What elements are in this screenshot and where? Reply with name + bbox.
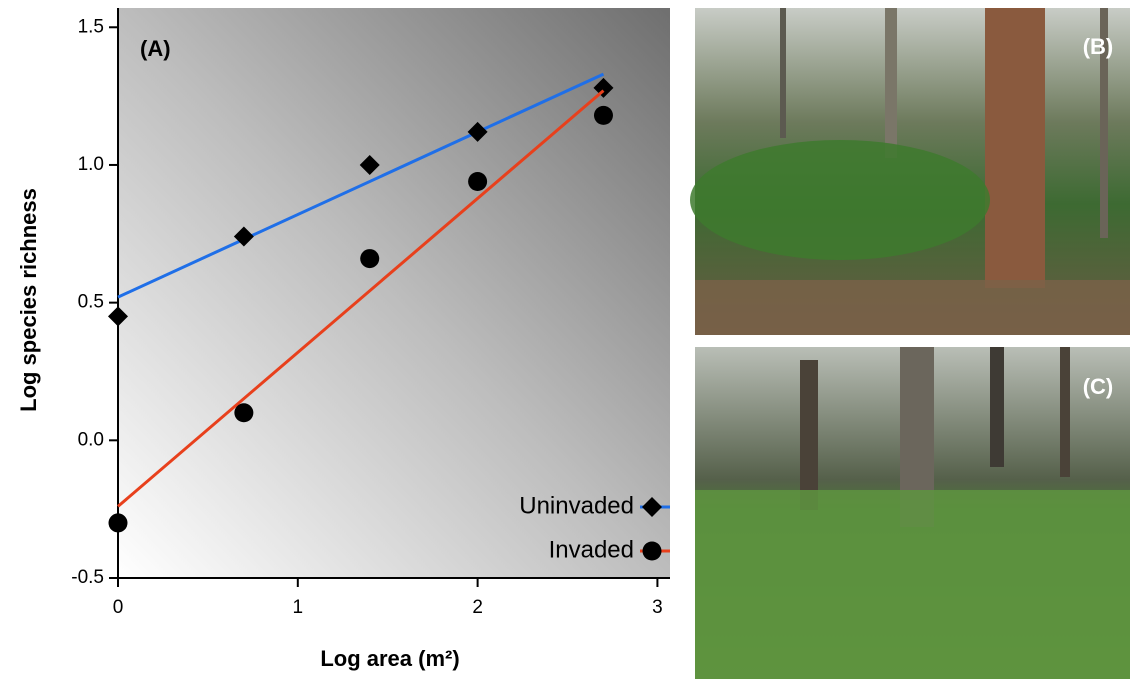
y-tick-label: 0.5 (78, 292, 104, 313)
circle-marker (108, 513, 128, 533)
x-tick-label: 3 (652, 597, 663, 618)
diamond-marker (642, 497, 662, 517)
circle-marker (234, 403, 254, 423)
photo-c (695, 347, 1130, 679)
legend-label: Uninvaded (519, 492, 634, 519)
y-tick-label: -0.5 (71, 567, 104, 588)
panel-label: (B) (1083, 34, 1114, 59)
x-axis-label: Log area (m²) (320, 646, 459, 671)
panel-label: (A) (140, 36, 171, 61)
plot-background (118, 8, 670, 578)
circle-marker (642, 541, 662, 561)
diamond-marker (467, 121, 488, 142)
x-tick-label: 2 (472, 597, 483, 618)
fit-line (117, 89, 605, 508)
diamond-marker (593, 77, 614, 98)
y-tick-label: 0.0 (78, 429, 104, 450)
legend-label: Invaded (549, 536, 634, 563)
photo-b (690, 8, 1130, 335)
y-tick-label: 1.0 (78, 154, 104, 175)
diamond-marker (108, 306, 128, 327)
circle-marker (593, 105, 613, 125)
x-tick-label: 0 (113, 597, 124, 618)
y-axis-label: Log species richness (16, 188, 41, 412)
y-tick-label: 1.5 (78, 16, 104, 37)
circle-marker (468, 171, 488, 191)
diamond-marker (233, 226, 254, 247)
fit-line (117, 72, 605, 299)
diamond-marker (359, 154, 380, 175)
panel-label: (C) (1083, 374, 1114, 399)
circle-marker (360, 249, 380, 269)
x-tick-label: 1 (293, 597, 304, 618)
